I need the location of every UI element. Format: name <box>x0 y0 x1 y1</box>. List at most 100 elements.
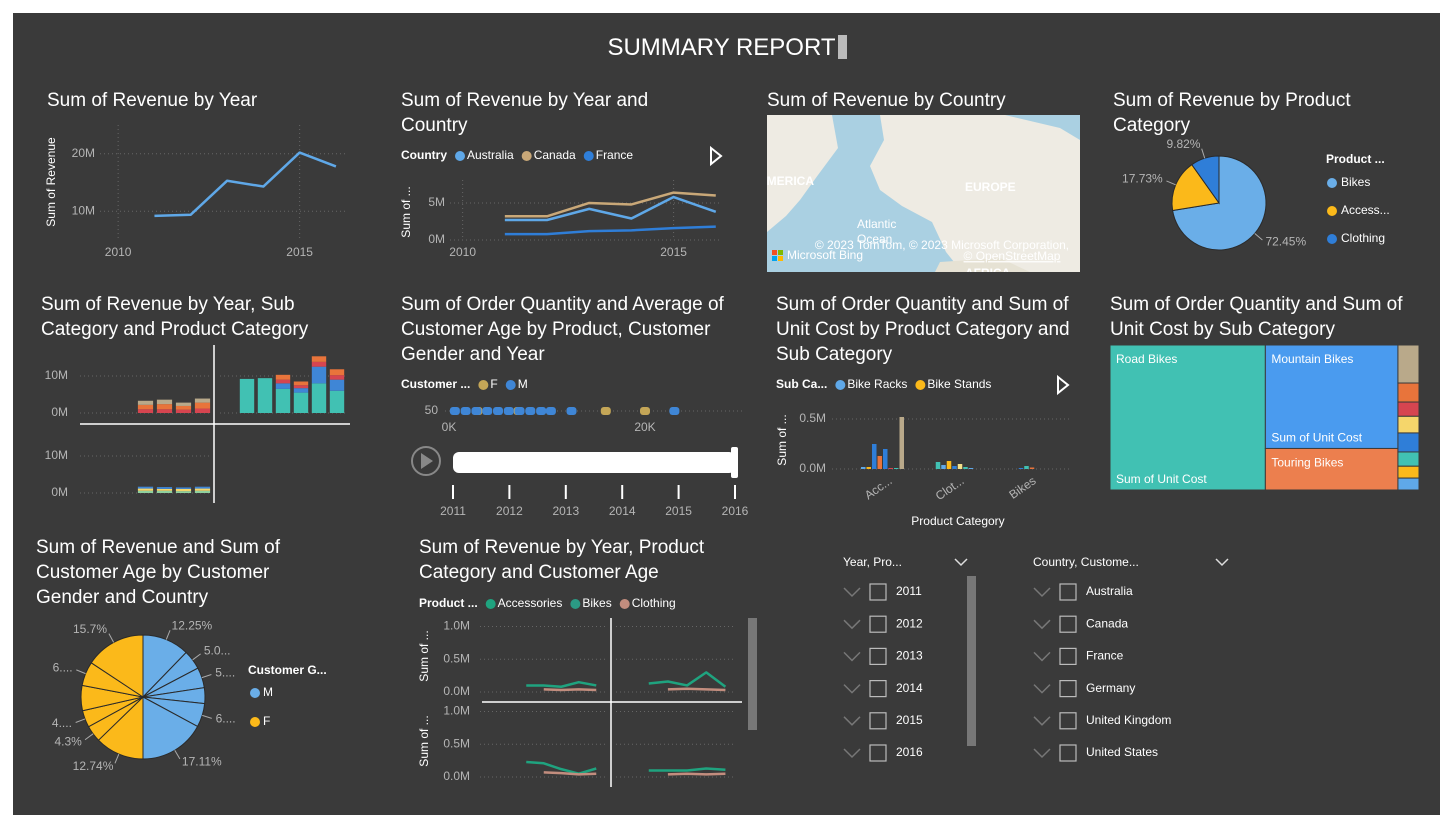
legend-marker <box>583 151 594 161</box>
checkbox[interactable] <box>1059 712 1077 730</box>
y-tick-label: 1.0M <box>443 704 470 718</box>
expand-chevron[interactable] <box>843 748 861 759</box>
y-tick-label: 10M <box>45 368 68 382</box>
legend-next-arrow[interactable] <box>710 145 723 167</box>
expand-chevron[interactable] <box>843 684 861 694</box>
slicer-item[interactable]: France <box>1086 649 1124 663</box>
checkbox[interactable] <box>869 583 887 601</box>
column <box>877 456 882 469</box>
play-tick-label: 2011 <box>440 504 466 518</box>
play-button[interactable] <box>411 446 441 476</box>
scatter-point <box>600 407 611 415</box>
series-line <box>504 191 716 218</box>
slicer-item[interactable]: Australia <box>1086 584 1133 598</box>
expand-chevron[interactable] <box>843 619 861 630</box>
data-label: 6.... <box>216 712 236 726</box>
label-leader <box>202 714 212 719</box>
expand-chevron[interactable] <box>1033 651 1051 662</box>
slicer-item[interactable]: Germany <box>1086 681 1135 695</box>
slicer-item[interactable]: United Kingdom <box>1086 713 1171 727</box>
slicer-item[interactable]: 2013 <box>896 649 923 663</box>
checkbox[interactable] <box>869 744 887 762</box>
bar-segment <box>329 369 345 376</box>
legend-marker <box>570 599 581 609</box>
slicer-item[interactable]: 2014 <box>896 681 923 695</box>
label-leader <box>75 718 86 723</box>
treemap-tile <box>1397 465 1420 479</box>
map-land <box>870 115 1080 272</box>
label-leader <box>201 674 212 679</box>
slicer-item[interactable]: 2016 <box>896 745 923 759</box>
report-title-text: SUMMARY REPORT <box>607 34 836 61</box>
x-tick-label: Acc... <box>862 474 895 503</box>
slicer-item[interactable]: United States <box>1086 745 1158 759</box>
bar-segment <box>156 488 173 491</box>
column <box>1018 468 1024 469</box>
visual-title: Sum of Revenue by Year, Product Category… <box>419 537 705 583</box>
series-line <box>543 688 597 692</box>
play-handle[interactable] <box>731 447 738 478</box>
legend-marker <box>250 688 260 698</box>
play-slider[interactable] <box>453 452 735 473</box>
slicer-dropdown[interactable] <box>954 558 968 567</box>
data-label: 72.45% <box>1265 235 1306 249</box>
column <box>888 468 893 469</box>
slicer-item[interactable]: 2011 <box>896 584 922 598</box>
expand-chevron[interactable] <box>1033 684 1051 694</box>
expand-chevron[interactable] <box>1033 587 1051 598</box>
checkbox[interactable] <box>869 712 887 730</box>
expand-chevron[interactable] <box>843 651 861 662</box>
expand-chevron[interactable] <box>843 716 861 726</box>
bar-segment <box>156 404 173 410</box>
play-icon[interactable] <box>421 453 433 469</box>
pie-slice <box>142 696 199 760</box>
scrollbar[interactable] <box>748 618 757 730</box>
map-provider: Microsoft Bing <box>787 248 863 262</box>
x-tick-label: 2015 <box>286 245 313 259</box>
checkbox[interactable] <box>869 615 887 633</box>
legend-marker <box>619 599 630 609</box>
visual-title: Sum of Order Quantity and Sum of Unit Co… <box>1110 294 1403 340</box>
expand-chevron[interactable] <box>1033 619 1051 630</box>
y-tick-label: 10M <box>72 203 95 217</box>
bar-segment <box>194 398 211 403</box>
slicer-item[interactable]: Canada <box>1086 616 1128 630</box>
slicer-dropdown[interactable] <box>1215 558 1229 567</box>
expand-chevron[interactable] <box>843 587 861 598</box>
legend-next-arrow[interactable] <box>1057 374 1070 396</box>
visual-title: Sum of Revenue and Sum of Customer Age b… <box>36 537 280 608</box>
series-line <box>667 687 726 692</box>
legend-label: Bike Stands <box>927 377 991 391</box>
visual-title: Sum of Revenue by Year <box>47 90 258 111</box>
checkbox[interactable] <box>1059 679 1077 698</box>
checkbox[interactable] <box>1059 744 1077 762</box>
slicer-item[interactable]: 2015 <box>896 713 923 727</box>
bar-segment <box>311 383 327 413</box>
map-attribution-link[interactable]: © OpenStreetMap <box>964 249 1061 263</box>
scatter-point <box>503 407 514 415</box>
checkbox[interactable] <box>1059 583 1077 601</box>
expand-chevron[interactable] <box>1033 748 1051 759</box>
bar-segment <box>156 399 173 405</box>
slicer-scrollbar[interactable] <box>967 576 976 746</box>
expand-chevron[interactable] <box>1033 716 1051 726</box>
checkbox[interactable] <box>1059 615 1077 633</box>
y-tick-label: 0.0M <box>443 769 470 783</box>
legend-label: France <box>596 148 634 162</box>
column <box>963 467 968 469</box>
checkbox[interactable] <box>869 679 887 698</box>
legend-label: Clothing <box>1341 231 1385 245</box>
checkbox[interactable] <box>869 647 887 666</box>
slicer-item[interactable]: 2012 <box>896 616 923 630</box>
label-leader <box>1201 148 1206 159</box>
bar-segment <box>137 486 154 489</box>
play-tick-label: 2016 <box>722 504 749 518</box>
bar-segment <box>137 400 154 405</box>
visual-title: Sum of Revenue by Product Category <box>1113 90 1351 136</box>
bar-segment <box>156 490 173 493</box>
treemap-tile <box>1397 451 1420 467</box>
checkbox[interactable] <box>1059 647 1077 666</box>
column <box>952 466 957 469</box>
treemap-tile <box>1397 382 1420 403</box>
